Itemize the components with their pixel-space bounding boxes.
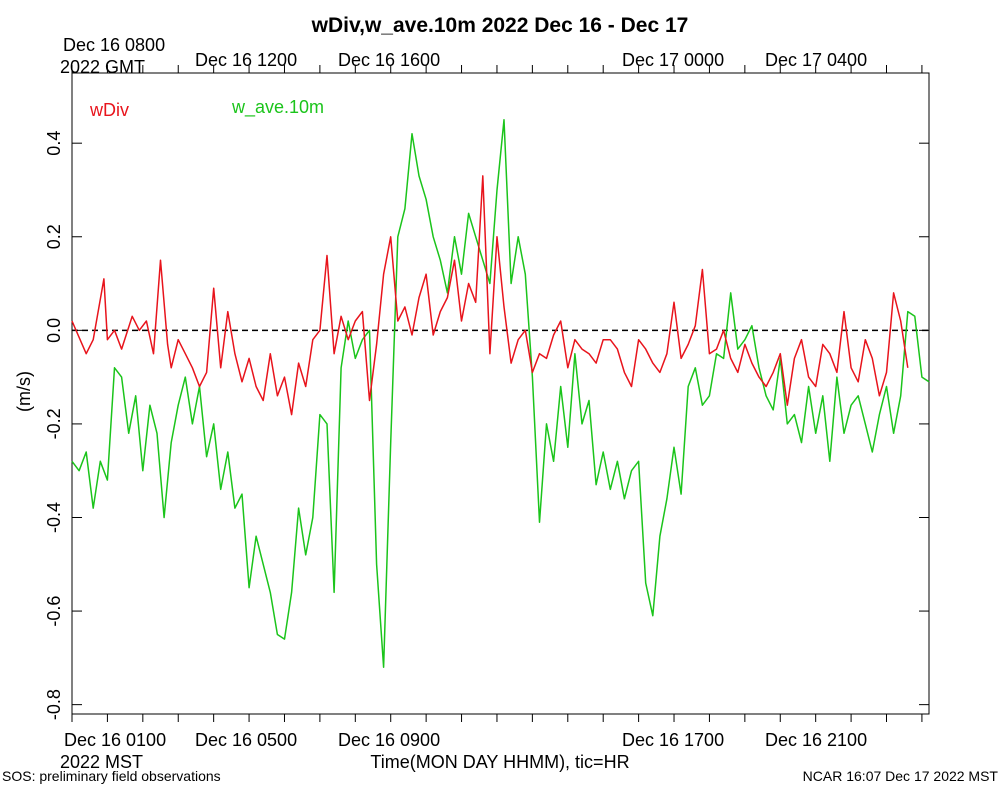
top-tick-label: Dec 16 0800 <box>63 35 166 55</box>
y-tick-label: -0.8 <box>44 689 64 720</box>
bottom-tick-label: Dec 16 1700 <box>622 730 725 750</box>
y-axis-label: (m/s) <box>14 371 34 412</box>
y-tick-label: -0.2 <box>44 408 64 439</box>
bottom-tick-label: Dec 16 0500 <box>195 730 298 750</box>
series-line-w-ave <box>71 119 930 668</box>
bottom-tick-label: Dec 16 0100 <box>64 730 167 750</box>
top-tick-label: Dec 17 0400 <box>765 50 868 70</box>
x-axis-label: Time(MON DAY HHMM), tic=HR <box>370 752 630 772</box>
y-tick-label: 0.4 <box>44 131 64 156</box>
top-tick-label: Dec 17 0000 <box>622 50 725 70</box>
top-tick-label: Dec 16 1600 <box>338 50 441 70</box>
y-tick-label: 0.2 <box>44 224 64 249</box>
series-line-wdiv <box>71 175 909 416</box>
y-tick-label: 0.0 <box>44 318 64 343</box>
plot-frame <box>71 72 930 715</box>
y-tick-label: -0.6 <box>44 596 64 627</box>
top-timezone-label: 2022 GMT <box>60 57 146 77</box>
footer-source: SOS: preliminary field observations <box>2 768 221 784</box>
bottom-tick-label: Dec 16 0900 <box>338 730 441 750</box>
legend-w-ave: w_ave.10m <box>232 97 325 117</box>
bottom-tick-label: Dec 16 2100 <box>765 730 868 750</box>
y-tick-label: -0.4 <box>44 502 64 533</box>
top-tick-label: Dec 16 1200 <box>195 50 298 70</box>
bottom-timezone-label: 2022 MST <box>60 752 144 772</box>
footer-stamp: NCAR 16:07 Dec 17 2022 MST <box>802 768 998 784</box>
chart-title: wDiv,w_ave.10m 2022 Dec 16 - Dec 17 <box>311 14 689 37</box>
legend-wdiv: wDiv <box>90 100 129 120</box>
